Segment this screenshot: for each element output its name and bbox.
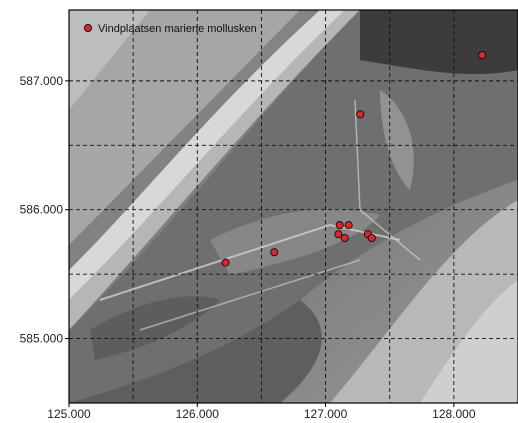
x-tick-label: 126.000 <box>176 407 220 421</box>
find-site-point <box>478 51 487 60</box>
find-site-point <box>367 234 376 243</box>
find-site-point <box>335 221 344 230</box>
find-site-point <box>340 234 349 243</box>
axis-ticks: 125.000 126.000 127.000 128.000 585.000 586.0… <box>20 74 476 421</box>
x-tick-label: 125.000 <box>47 407 91 421</box>
grid-lines <box>69 10 518 403</box>
y-tick-label: 585.000 <box>20 332 64 346</box>
y-tick-label: 587.000 <box>20 74 64 88</box>
legend: Vindplaatsen mariene mollusken <box>84 23 257 35</box>
legend-marker <box>84 23 93 32</box>
map-frame <box>68 9 518 404</box>
find-site-point <box>356 110 365 119</box>
find-site-point <box>344 221 353 230</box>
x-tick-label: 128.000 <box>432 407 476 421</box>
find-site-point <box>270 248 279 257</box>
aerial-map-image <box>69 10 518 403</box>
x-tick-label: 127.000 <box>304 407 348 421</box>
y-tick-label: 586.000 <box>20 203 64 217</box>
legend-label: Vindplaatsen mariene mollusken <box>98 23 257 35</box>
find-site-point <box>334 230 343 239</box>
sample-points <box>221 51 487 267</box>
find-site-point <box>221 258 230 267</box>
